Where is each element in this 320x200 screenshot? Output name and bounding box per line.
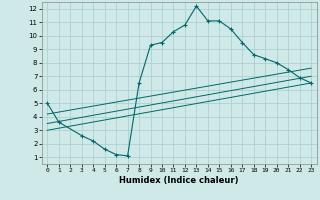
X-axis label: Humidex (Indice chaleur): Humidex (Indice chaleur): [119, 176, 239, 185]
